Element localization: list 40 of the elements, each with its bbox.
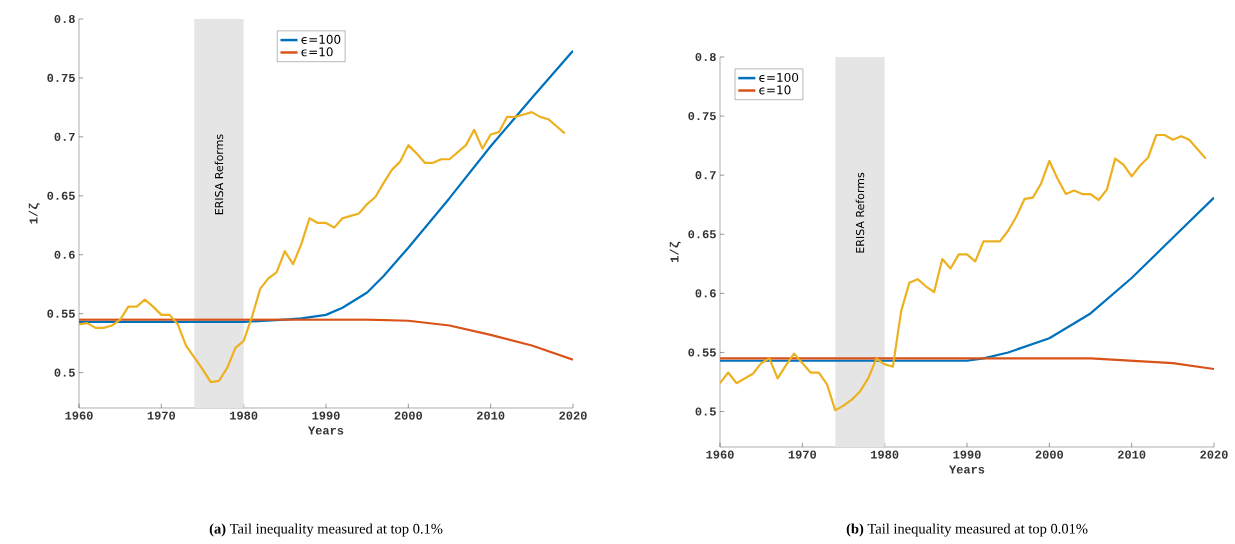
x-tick-label: 1980 [230, 411, 258, 420]
x-tick-label: 2020 [1200, 450, 1228, 459]
x-tick-label: 1980 [871, 450, 899, 459]
x-tick-label: 2010 [1117, 450, 1146, 459]
text: (b) Tail inequality measured at top 0.01% [846, 523, 1088, 537]
text: (a) Tail inequality measured at top 0.1% [209, 523, 443, 537]
y-axis-title: 1/ζ [669, 241, 681, 262]
x-tick-label: 1960 [65, 411, 93, 420]
y-tick-label: 0.65 [688, 230, 716, 239]
y-tick-label: 0.8 [695, 52, 716, 62]
x-tick-label: 1970 [147, 411, 176, 420]
x-tick-label: 1970 [788, 450, 817, 459]
y-tick-label: 0.6 [695, 289, 716, 298]
y-tick-label: 0.7 [54, 132, 75, 141]
y-axis-title: 1/ζ [28, 203, 40, 224]
band-label: ERISA Reforms [214, 134, 224, 215]
legend-label: ϵ=100 [759, 72, 799, 82]
y-tick-label: 0.7 [695, 171, 716, 180]
y-tick-label: 0.6 [54, 250, 75, 259]
x-axis-title: Years [949, 465, 985, 474]
y-tick-label: 0.65 [47, 191, 75, 200]
legend-label: ϵ=100 [301, 34, 341, 44]
x-tick-label: 1990 [312, 411, 340, 420]
x-tick-label: 2000 [1035, 450, 1064, 459]
x-tick-label: 2010 [476, 411, 505, 420]
x-axis-title: Years [308, 426, 344, 435]
x-tick-label: 1990 [953, 450, 981, 459]
x-tick-label: 1960 [706, 450, 734, 459]
y-tick-label: 0.75 [688, 112, 716, 121]
y-tick-label: 0.55 [688, 348, 716, 357]
y-tick-label: 0.75 [47, 73, 75, 82]
y-tick-label: 0.5 [54, 368, 75, 377]
x-tick-label: 2000 [394, 411, 423, 420]
legend-label: ϵ=10 [759, 85, 791, 95]
legend-label: ϵ=10 [301, 47, 333, 57]
band-label: ERISA Reforms [855, 172, 865, 253]
y-tick-label: 0.55 [47, 309, 75, 318]
y-tick-label: 0.8 [54, 14, 75, 24]
y-tick-label: 0.5 [695, 407, 716, 416]
x-tick-label: 2020 [559, 411, 587, 420]
